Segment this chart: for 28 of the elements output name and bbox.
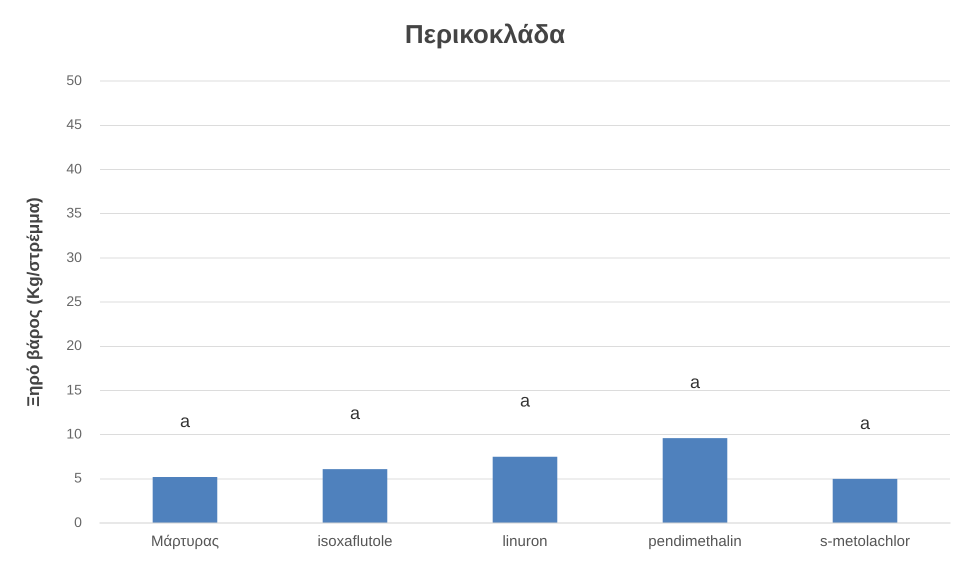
x-tick-label: isoxaflutole	[317, 533, 393, 550]
x-tick-label: s-metolachlor	[820, 533, 910, 550]
y-tick-label: 25	[66, 292, 82, 309]
x-tick-label: pendimethalin	[648, 533, 742, 550]
y-tick-label: 0	[74, 514, 82, 530]
chart-title: Περικοκλάδα	[404, 18, 566, 49]
annotation: a	[180, 411, 191, 432]
y-tick-label: 45	[66, 116, 82, 132]
annotation: a	[860, 412, 871, 433]
annotation: a	[520, 390, 531, 411]
y-tick-label: 40	[66, 160, 82, 176]
y-tick-label: 30	[66, 248, 82, 265]
y-tick-label: 5	[74, 470, 82, 486]
bar	[832, 478, 898, 522]
y-tick-label: 20	[66, 337, 82, 354]
bar	[662, 438, 728, 522]
x-tick-label: linuron	[502, 533, 548, 550]
y-tick-label: 50	[66, 72, 82, 88]
y-tick-label: 15	[66, 381, 82, 398]
y-tick-label: 35	[66, 204, 82, 221]
annotation: a	[350, 403, 361, 424]
bar	[152, 477, 218, 522]
y-tick-label: 10	[66, 426, 82, 442]
x-tick-label: Μάρτυρας	[150, 533, 220, 550]
bar	[322, 469, 388, 522]
annotation: a	[690, 372, 701, 392]
bar	[492, 456, 558, 522]
y-axis-title: Ξηρό βάρος (Kg/στρέμμα)	[24, 197, 43, 407]
